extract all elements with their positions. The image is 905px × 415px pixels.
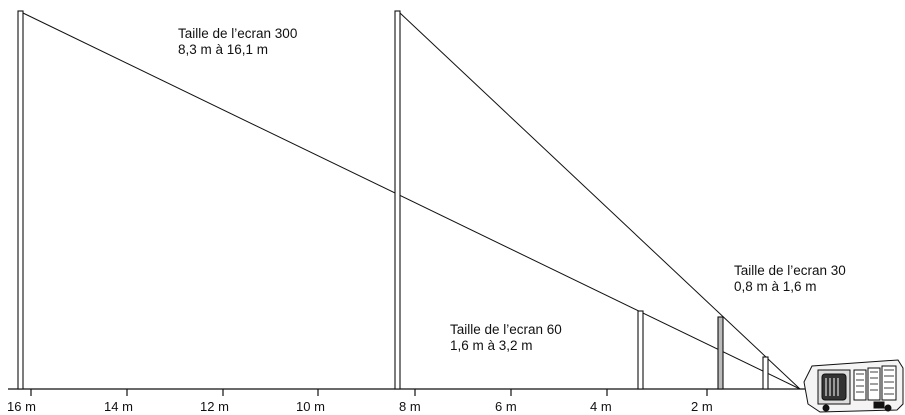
screen-300-annotation: Taille de l’ecran 300 8,3 m à 16,1 m [178,26,297,58]
beam-line-near-screen [399,12,801,390]
screen-panel [717,316,724,390]
screen-300-near [394,10,401,390]
axis-label-2m: 2 m [691,399,713,414]
screen-panel [762,356,769,390]
screen-300-far [17,10,24,390]
projector-grille [856,369,894,395]
axis-label-14m: 14 m [104,399,133,414]
axis-label-6m: 6 m [495,399,517,414]
projector-foot [822,404,830,412]
screen-30-annotation: Taille de l’ecran 30 0,8 m à 1,6 m [734,263,846,295]
screen-30-title: Taille de l’ecran 30 [734,263,846,278]
projector-icon [803,359,904,413]
axis-label-12m: 12 m [200,399,229,414]
screen-30-range: 0,8 m à 1,6 m [734,279,817,294]
distance-axis-ticks [30,389,708,396]
projector-vent [881,365,897,401]
screen-60 [637,310,644,390]
projection-beams [22,12,801,390]
screen-60-at-2m [717,316,724,390]
screen-panel [637,310,644,390]
axis-label-10m: 10 m [296,399,325,414]
projector-foot [884,404,892,412]
screen-60-annotation: Taille de l’ecran 60 1,6 m à 3,2 m [450,322,562,354]
screen-30 [762,356,769,390]
distance-axis-labels: 16 m 14 m 12 m 10 m 8 m 6 m 4 m 2 m [7,399,713,414]
beam-line-far-screen [22,12,801,390]
axis-label-8m: 8 m [399,399,421,414]
screen-300-range: 8,3 m à 16,1 m [178,42,269,57]
axis-label-4m: 4 m [590,399,612,414]
screen-panel [17,10,24,390]
screen-60-title: Taille de l’ecran 60 [450,322,562,337]
projector-button [873,401,885,409]
screen-60-range: 1,6 m à 3,2 m [450,338,533,353]
screen-panel [394,10,401,390]
axis-label-16m: 16 m [7,399,36,414]
projector-vent [853,369,867,401]
screen-300-title: Taille de l’ecran 300 [178,26,298,41]
